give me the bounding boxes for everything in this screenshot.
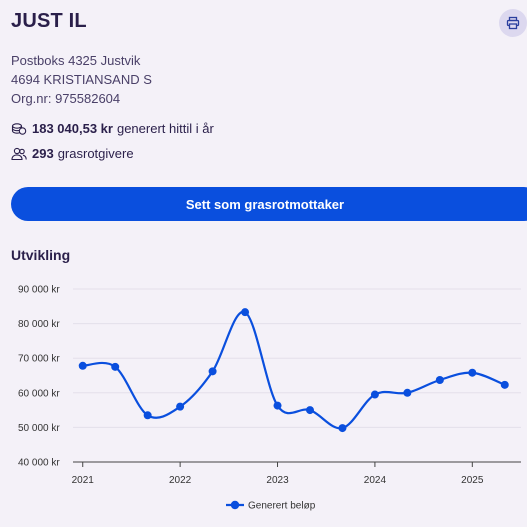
y-tick-label: 60 000 kr [18,388,60,399]
y-tick-label: 70 000 kr [18,354,60,365]
users-icon [11,147,27,161]
x-tick-label: 2023 [266,475,289,486]
line-chart: 40 000 kr 50 000 kr 60 000 kr 70 000 kr 80 0… [18,285,521,512]
amount-label: generert hittil i år [116,121,214,136]
set-as-recipient-button[interactable]: Sett som grasrotmottaker [11,187,527,221]
data-point [176,402,185,411]
data-point [208,367,217,376]
givers-value: 293 [32,146,54,161]
data-point [435,375,444,384]
chart-series [78,308,509,433]
x-tick-label: 2025 [461,475,484,486]
data-point [338,424,347,433]
data-point [143,411,152,420]
org-number: Org.nr: 975582604 [11,91,121,106]
series-line [82,310,506,430]
y-tick-label: 50 000 kr [18,423,60,434]
y-tick-label: 90 000 kr [18,285,60,296]
x-tick-label: 2024 [364,475,387,486]
printer-icon [506,16,520,30]
x-tick-label: 2022 [169,475,192,486]
amount-value: 183 040,53 kr [32,121,113,136]
data-point [273,401,282,410]
y-tick-label: 80 000 kr [18,319,60,330]
org-name: JUST IL [11,10,87,32]
givers-stat: 293 grasrotgivere [11,146,134,161]
data-point [78,361,87,370]
data-point [305,406,314,415]
section-title: Utvikling [11,247,71,263]
data-point [370,390,379,399]
data-point [111,362,120,371]
data-point [241,308,250,317]
chart-legend: Generert beløp [226,501,316,512]
y-tick-label: 40 000 kr [18,458,60,469]
amount-stat: 183 040,53 kr generert hittil i år [11,121,214,136]
data-point [468,368,477,377]
legend-marker [230,500,240,510]
givers-label: grasrotgivere [57,146,134,161]
data-point [500,380,509,389]
legend-label: Generert beløp [248,501,316,512]
chart-grid [73,288,521,463]
x-axis: 2021 2022 2023 2024 2025 [72,462,484,486]
x-tick-label: 2021 [72,475,95,486]
coins-icon [11,122,27,136]
print-button[interactable] [499,9,527,37]
y-axis: 40 000 kr 50 000 kr 60 000 kr 70 000 kr 80 0… [18,285,60,469]
data-point [403,388,412,397]
address-line-2: 4694 KRISTIANSAND S [11,72,152,87]
address-line-1: Postboks 4325 Justvik [11,53,141,68]
